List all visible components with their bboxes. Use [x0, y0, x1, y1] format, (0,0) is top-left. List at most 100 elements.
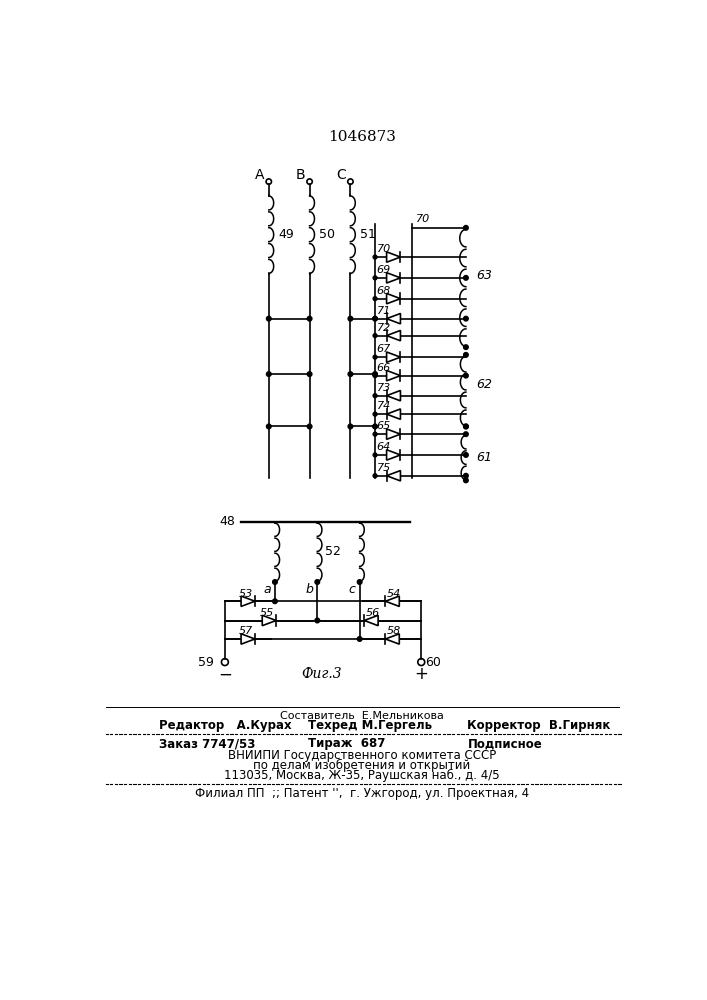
Polygon shape [385, 596, 399, 606]
Text: 67: 67 [377, 344, 391, 354]
Text: Редактор   А.Курах: Редактор А.Курах [160, 719, 292, 732]
Circle shape [315, 580, 320, 584]
Circle shape [373, 255, 377, 259]
Circle shape [464, 424, 468, 429]
Circle shape [373, 374, 377, 378]
Circle shape [373, 474, 377, 478]
Text: −: − [218, 665, 232, 683]
Polygon shape [387, 370, 400, 381]
Circle shape [373, 316, 378, 321]
Polygon shape [385, 634, 399, 644]
Circle shape [348, 424, 353, 429]
Circle shape [373, 317, 377, 321]
Text: 52: 52 [325, 545, 341, 558]
Text: 113035, Москва, Ж-35, Раушская наб., д. 4/5: 113035, Москва, Ж-35, Раушская наб., д. … [224, 769, 500, 782]
Text: 66: 66 [377, 363, 391, 373]
Text: 58: 58 [387, 626, 402, 636]
Circle shape [308, 372, 312, 376]
Text: 73: 73 [377, 383, 391, 393]
Circle shape [464, 473, 468, 478]
Text: 64: 64 [377, 442, 391, 452]
Circle shape [373, 372, 378, 376]
Circle shape [315, 618, 320, 623]
Polygon shape [387, 450, 400, 460]
Text: C: C [337, 168, 346, 182]
Polygon shape [241, 596, 255, 606]
Text: 51: 51 [360, 228, 375, 241]
Circle shape [464, 424, 468, 429]
Circle shape [464, 373, 468, 378]
Circle shape [373, 412, 377, 416]
Circle shape [373, 424, 378, 429]
Circle shape [357, 637, 362, 641]
Text: b: b [305, 583, 313, 596]
Polygon shape [387, 313, 400, 324]
Text: 63: 63 [477, 269, 493, 282]
Text: 55: 55 [260, 608, 274, 618]
Circle shape [464, 316, 468, 321]
Text: A: A [255, 168, 264, 182]
Text: 69: 69 [377, 265, 391, 275]
Circle shape [373, 276, 377, 280]
Polygon shape [387, 409, 400, 419]
Text: 65: 65 [377, 421, 391, 431]
Text: a: a [264, 583, 271, 596]
Polygon shape [387, 293, 400, 304]
Polygon shape [387, 429, 400, 439]
Text: B: B [296, 168, 305, 182]
Text: 1046873: 1046873 [328, 130, 396, 144]
Text: 59: 59 [198, 656, 214, 669]
Circle shape [373, 317, 377, 321]
Text: 74: 74 [377, 401, 391, 411]
Text: 72: 72 [377, 323, 391, 333]
Circle shape [464, 453, 468, 457]
Text: 57: 57 [239, 626, 253, 636]
Text: 61: 61 [477, 451, 493, 464]
Polygon shape [387, 330, 400, 341]
Polygon shape [387, 352, 400, 362]
Text: ВНИИПИ Государственного комитета СССР: ВНИИПИ Государственного комитета СССР [228, 749, 496, 762]
Circle shape [267, 372, 271, 376]
Circle shape [357, 580, 362, 584]
Circle shape [308, 316, 312, 321]
Polygon shape [241, 634, 255, 644]
Text: 50: 50 [319, 228, 335, 241]
Polygon shape [387, 390, 400, 401]
Circle shape [464, 353, 468, 357]
Circle shape [273, 599, 277, 604]
Circle shape [464, 478, 468, 483]
Polygon shape [262, 615, 276, 626]
Circle shape [273, 580, 277, 584]
Text: Заказ 7747/53: Заказ 7747/53 [160, 737, 256, 750]
Circle shape [373, 334, 377, 338]
Circle shape [373, 355, 377, 359]
Circle shape [267, 316, 271, 321]
Circle shape [267, 424, 271, 429]
Polygon shape [364, 615, 378, 626]
Text: Подписное: Подписное [467, 737, 542, 750]
Circle shape [348, 372, 353, 376]
Text: 75: 75 [377, 463, 391, 473]
Polygon shape [387, 471, 400, 481]
Circle shape [373, 394, 377, 398]
Text: Филиал ПП  ;; Патент '',  г. Ужгород, ул. Проектная, 4: Филиал ПП ;; Патент '', г. Ужгород, ул. … [195, 787, 529, 800]
Text: по делам изобретения и открытий: по делам изобретения и открытий [253, 759, 471, 772]
Text: 70: 70 [416, 214, 430, 224]
Text: Фиг.3: Фиг.3 [301, 667, 341, 681]
Text: 70: 70 [377, 244, 391, 254]
Text: 56: 56 [366, 608, 380, 618]
Circle shape [373, 297, 377, 301]
Text: 48: 48 [219, 515, 235, 528]
Polygon shape [387, 273, 400, 283]
Circle shape [348, 316, 353, 321]
Circle shape [373, 432, 377, 436]
Circle shape [373, 453, 377, 457]
Text: Корректор  В.Гирняк: Корректор В.Гирняк [467, 719, 611, 732]
Text: Составитель  Е.Мельникова: Составитель Е.Мельникова [280, 711, 444, 721]
Text: 49: 49 [278, 228, 294, 241]
Circle shape [308, 424, 312, 429]
Text: 54: 54 [387, 589, 402, 599]
Text: c: c [349, 583, 356, 596]
Text: Тираж  687: Тираж 687 [308, 737, 385, 750]
Text: 71: 71 [377, 306, 391, 316]
